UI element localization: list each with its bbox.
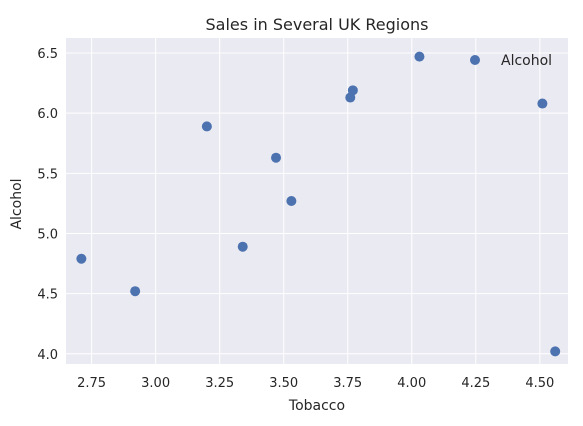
data-points: [76, 51, 561, 357]
x-axis-label: Tobacco: [288, 398, 345, 414]
y-axis-label: Alcohol: [9, 178, 25, 229]
y-tick-label: 6.5: [37, 47, 58, 62]
data-point: [550, 346, 561, 357]
y-tick-label: 5.0: [37, 227, 58, 242]
x-tick-labels: 2.75 3.00 3.25 3.50 3.75 4.00 4.25 4.50: [77, 376, 554, 391]
x-tick-label: 3.50: [269, 376, 298, 391]
x-tick-label: 3.25: [205, 376, 234, 391]
data-point: [271, 152, 282, 163]
y-tick-label: 4.5: [37, 288, 58, 303]
data-point: [286, 196, 297, 206]
data-point: [347, 85, 358, 96]
plot-area: [66, 38, 568, 364]
data-point: [76, 253, 87, 264]
x-tick-label: 4.25: [461, 376, 490, 391]
y-tick-label: 6.0: [37, 107, 58, 122]
y-tick-label: 5.5: [37, 167, 58, 182]
x-tick-label: 4.00: [397, 376, 426, 391]
data-point: [414, 51, 425, 62]
legend: Alcohol: [470, 53, 552, 69]
y-tick-labels: 4.0 4.5 5.0 5.5 6.0 6.5: [37, 47, 58, 363]
x-tick-label: 3.00: [141, 376, 170, 391]
x-tick-label: 4.50: [525, 376, 554, 391]
data-point: [237, 241, 248, 252]
data-point: [130, 286, 141, 297]
data-point: [537, 98, 548, 109]
y-tick-label: 4.0: [37, 348, 58, 363]
chart-title: Sales in Several UK Regions: [206, 15, 429, 34]
x-tick-label: 3.75: [333, 376, 362, 391]
legend-marker: [470, 55, 480, 65]
grid-lines: [66, 38, 568, 364]
legend-label: Alcohol: [501, 53, 552, 69]
data-point: [201, 121, 212, 132]
x-tick-label: 2.75: [77, 376, 106, 391]
